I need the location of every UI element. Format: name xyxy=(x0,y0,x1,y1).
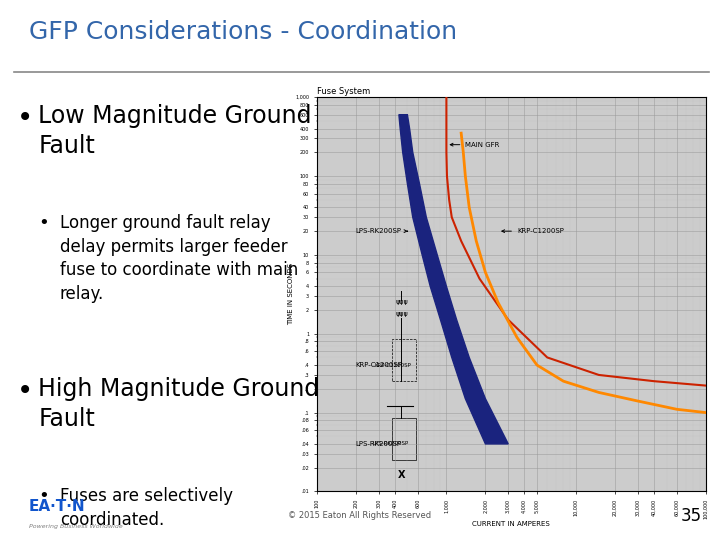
Text: LPS-RK200SP: LPS-RK200SP xyxy=(373,441,409,447)
Text: KRP-C1200SP: KRP-C1200SP xyxy=(374,362,412,368)
Text: High Magnitude Ground
Fault: High Magnitude Ground Fault xyxy=(38,377,320,431)
X-axis label: CURRENT IN AMPERES: CURRENT IN AMPERES xyxy=(472,521,550,526)
Text: Fuses are selectively
coordinated.: Fuses are selectively coordinated. xyxy=(60,487,233,529)
Text: 35: 35 xyxy=(681,507,702,525)
Text: MAIN GFR: MAIN GFR xyxy=(450,141,500,147)
Text: EA·T·N: EA·T·N xyxy=(29,500,86,515)
Text: •: • xyxy=(17,104,32,132)
Polygon shape xyxy=(399,114,508,444)
Text: LPS-RK200SP: LPS-RK200SP xyxy=(356,441,402,447)
Text: ψψψ: ψψψ xyxy=(395,310,408,316)
Text: KRP-C1200SP: KRP-C1200SP xyxy=(356,362,402,368)
Bar xyxy=(392,339,415,381)
Bar xyxy=(392,418,415,460)
Y-axis label: TIME IN SECONDS: TIME IN SECONDS xyxy=(288,263,294,326)
Text: X: X xyxy=(397,470,405,480)
Text: © 2015 Eaton All Rights Reserved: © 2015 Eaton All Rights Reserved xyxy=(288,511,431,520)
Text: Low Magnitude Ground
Fault: Low Magnitude Ground Fault xyxy=(38,104,312,158)
Text: •: • xyxy=(38,487,49,505)
Text: •: • xyxy=(38,214,49,232)
Text: •: • xyxy=(17,377,32,405)
Text: GFP Considerations - Coordination: GFP Considerations - Coordination xyxy=(29,21,457,44)
Text: KRP-C1200SP: KRP-C1200SP xyxy=(502,228,564,234)
Text: LPS-RK200SP: LPS-RK200SP xyxy=(356,228,408,234)
Text: Powering Business Worldwide: Powering Business Worldwide xyxy=(29,524,122,529)
Text: Fuse System: Fuse System xyxy=(317,87,370,97)
Text: Longer ground fault relay
delay permits larger feeder
fuse to coordinate with ma: Longer ground fault relay delay permits … xyxy=(60,214,298,303)
Text: ψψψ: ψψψ xyxy=(395,299,408,305)
